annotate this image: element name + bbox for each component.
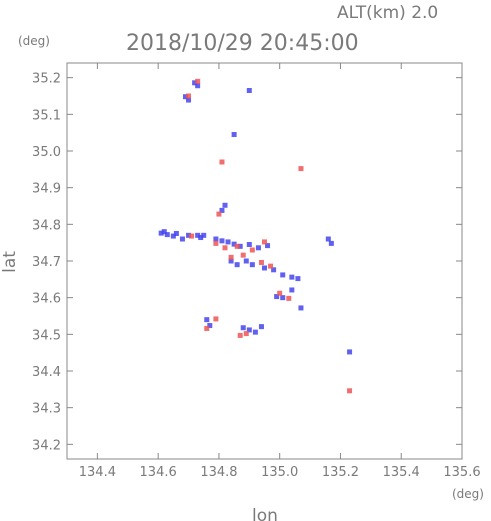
negative-echo-point [173,231,179,236]
y-tick-label: 34.9 [32,182,61,197]
negative-echo-point [258,324,264,330]
y-tick-label: 34.3 [32,402,61,417]
negative-echo-point [280,295,286,301]
y-tick-label: 34.5 [32,328,61,343]
negative-echo-point [170,233,176,239]
data-marks [158,78,353,394]
negative-echo-point [204,317,210,323]
positive-echo-point [277,290,283,296]
negative-echo-point [219,207,225,213]
negative-echo-point [186,97,192,103]
negative-echo-point [198,235,204,241]
y-tick-label: 34.8 [32,218,61,233]
positive-echo-point [213,316,219,322]
negative-echo-point [231,132,237,137]
negative-echo-point [225,239,231,245]
positive-echo-point [213,240,219,246]
negative-echo-point [280,272,286,278]
x-tick-label: 134.6 [140,465,177,480]
negative-echo-point [192,80,198,86]
y-tick-label: 34.4 [32,365,61,380]
negative-echo-point [213,236,219,242]
positive-echo-point [298,166,304,172]
negative-echo-point [298,305,304,311]
negative-echo-point [243,258,249,264]
axis-ticks: 134.4 134.6 134.8 135.0 135.2 135.4 135.6 34.2 3… [32,63,481,480]
negative-echo-point [158,230,164,236]
negative-echo-point [207,323,213,329]
positive-echo-point [262,239,267,245]
y-tick-label: 35.0 [32,145,61,160]
positive-echo-point [216,211,222,217]
x-tick-label: 134.8 [200,465,237,480]
x-tick-label: 135.6 [443,465,480,480]
negative-echo-point [274,294,280,300]
negative-echo-point [240,325,246,331]
negative-echo-point [271,267,277,273]
x-tick-label: 135.0 [261,465,298,480]
positive-echo-point [286,295,292,301]
positive-echo-point [243,331,249,337]
negative-echo-point [234,262,240,268]
negative-echo-point [262,265,267,271]
negative-echo-point [231,241,237,247]
negative-echo-point [289,274,295,280]
plot-frame [66,62,463,460]
negative-echo-point [186,232,192,238]
negative-echo-point [195,83,201,89]
positive-echo-point [189,233,195,239]
positive-echo-point [195,78,201,84]
negative-echo-point [195,232,201,238]
altitude-label: ALT(km) 2.0 [337,3,438,23]
positive-echo-point [258,259,264,265]
negative-echo-point [328,240,334,246]
negative-echo-point [246,88,252,93]
negative-echo-point [183,94,188,100]
negative-echo-point [246,242,252,247]
positive-echo-point [204,325,210,331]
positive-echo-point [234,243,240,249]
datetime-title: 2018/10/29 20:45:00 [126,31,359,56]
positive-echo-point [222,245,228,251]
y-unit-label: (deg) [18,34,50,48]
y-tick-label: 34.6 [32,292,61,307]
negative-echo-point [237,243,243,249]
negative-echo-point [222,202,228,208]
negative-echo-point [164,232,170,238]
negative-echo-point [295,276,301,282]
y-tick-label: 35.1 [32,108,61,123]
x-tick-label: 135.4 [383,465,420,480]
negative-echo-point [347,349,353,355]
x-axis-label: lon [252,506,278,521]
negative-echo-point [201,232,207,238]
y-tick-label: 34.2 [32,438,61,453]
x-tick-label: 135.2 [322,465,359,480]
negative-echo-point [179,236,185,242]
positive-echo-point [249,247,255,253]
negative-echo-point [265,243,271,249]
negative-echo-point [289,287,295,293]
negative-echo-point [325,236,331,242]
y-tick-label: 35.2 [32,72,61,87]
negative-echo-point [161,229,167,235]
negative-echo-point [252,329,258,335]
negative-echo-point [246,327,252,333]
positive-echo-point [268,263,274,269]
positive-echo-point [240,252,246,258]
negative-echo-point [219,238,225,244]
negative-echo-point [228,258,234,264]
x-unit-label: (deg) [452,487,484,501]
y-axis-label: lat [0,251,20,273]
negative-echo-point [249,262,255,268]
positive-echo-point [219,159,225,165]
positive-echo-point [228,254,234,260]
positive-echo-point [186,93,192,99]
negative-echo-point [255,245,261,251]
x-tick-label: 134.4 [79,465,116,480]
y-tick-label: 34.7 [32,255,61,270]
positive-echo-point [347,388,353,394]
positive-echo-point [237,332,243,338]
